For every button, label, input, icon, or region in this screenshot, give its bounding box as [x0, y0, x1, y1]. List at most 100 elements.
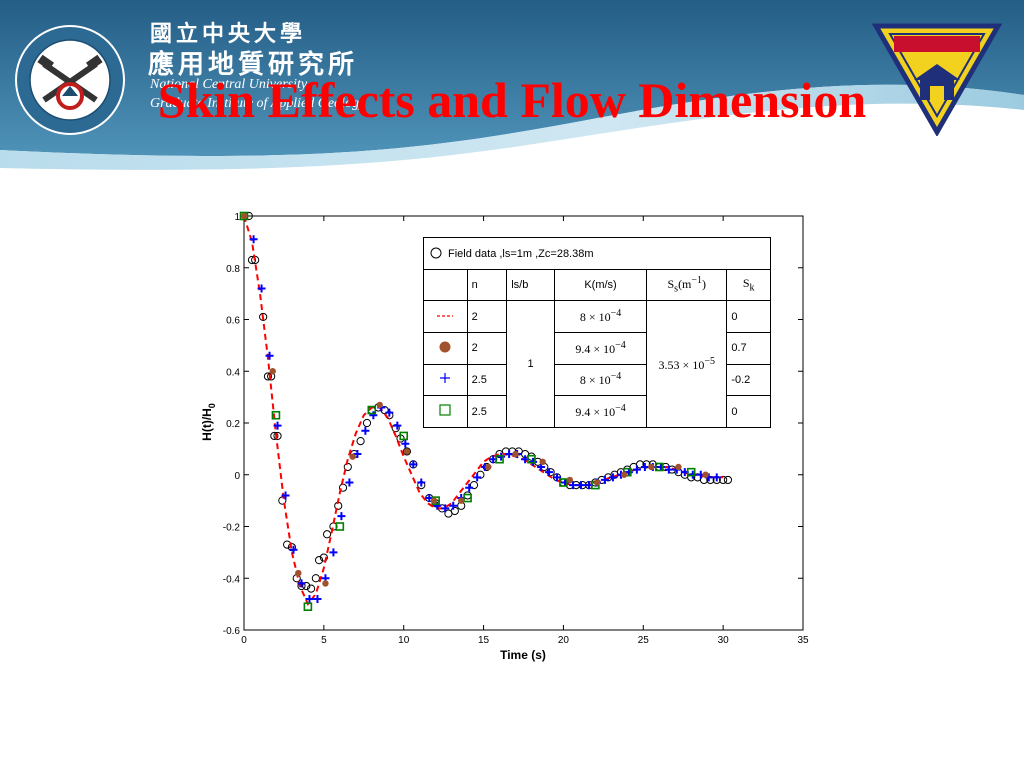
legend-table: Field data ,ls=1m ,Zc=28.38m n ls/b K(m/… [423, 237, 771, 428]
legend-sk: 0 [726, 300, 771, 333]
ncu-shield-logo [872, 23, 1002, 136]
data-point [349, 453, 356, 460]
ss-symbol: S [667, 277, 675, 292]
data-point [402, 447, 412, 456]
data-point [545, 468, 554, 477]
data-point [417, 478, 426, 487]
data-point [367, 405, 377, 415]
y-tick-label: 0.6 [226, 316, 240, 327]
y-tick-label: 0 [234, 471, 240, 482]
data-point [527, 454, 536, 464]
legend-symbol-filled-circle [423, 331, 468, 365]
y-tick-label: -0.2 [223, 523, 241, 534]
x-tick-label: 35 [797, 635, 809, 646]
y-tick-label: 0.2 [226, 419, 240, 430]
legend-k: 8 × 10−4 [553, 300, 648, 333]
data-point [450, 506, 459, 516]
legend-row: 2 1 8 × 10−4 3.53 × 10−5 0 [423, 300, 771, 428]
data-point [345, 478, 354, 487]
data-point [449, 501, 458, 510]
k-mantissa: 9.4 × 10 [575, 405, 616, 420]
data-point [505, 450, 514, 459]
series-n2-sk07 [240, 212, 709, 587]
data-point [314, 556, 324, 565]
ss-unit: (m [678, 277, 692, 292]
x-tick-label: 10 [398, 635, 410, 646]
y-tick-label: 1 [234, 212, 240, 223]
data-point [401, 439, 410, 448]
data-point [273, 431, 282, 441]
data-point [620, 471, 628, 478]
data-point [281, 491, 290, 500]
data-point [362, 418, 372, 428]
legend-n: 2 [466, 300, 508, 333]
y-axis-label-subscript: 0 [207, 403, 217, 408]
data-point [566, 476, 574, 484]
data-point [399, 431, 409, 441]
legend-sk: 0 [726, 395, 771, 428]
legend-symbol-square [423, 395, 468, 428]
data-point [635, 460, 645, 469]
data-point [335, 522, 345, 531]
university-seal-logo [15, 25, 125, 135]
data-point [249, 235, 258, 244]
y-tick-label: -0.6 [223, 626, 241, 637]
data-point [369, 411, 378, 420]
data-point [686, 467, 696, 477]
k-exponent: −4 [610, 308, 622, 320]
data-point [278, 496, 287, 505]
y-tick-label: -0.4 [223, 574, 241, 585]
legend-row: 2.5 9.4 × 10−4 0 [423, 395, 771, 428]
legend-sk: 0.7 [726, 331, 771, 365]
data-point [675, 463, 682, 471]
data-point [385, 408, 394, 417]
data-point [600, 475, 609, 484]
ss-exponent: −5 [704, 355, 715, 367]
data-point [702, 471, 709, 478]
data-point [303, 602, 313, 612]
y-axis-label: H(t)/H0 [200, 403, 217, 441]
legend-title: Field data ,ls=1m ,Zc=28.38m [448, 247, 594, 260]
data-point [463, 493, 472, 503]
x-tick-label: 0 [241, 635, 247, 646]
data-point [654, 462, 664, 472]
field-data-circle-icon [430, 247, 442, 259]
legend-n: 2.5 [466, 395, 508, 428]
data-point [270, 431, 279, 441]
data-point [239, 211, 249, 221]
data-point [319, 553, 328, 562]
legend-header-ss: Ss(m−1) [646, 268, 728, 302]
legend-n: 2.5 [466, 363, 508, 397]
x-tick-label: 20 [558, 635, 570, 646]
data-point [302, 581, 311, 591]
legend-k: 9.4 × 10−4 [553, 331, 648, 365]
data-point [485, 463, 492, 471]
legend-symbol-dashed [423, 300, 468, 333]
legend-ss-value: 3.53 × 10−5 [646, 300, 728, 428]
data-point [608, 473, 617, 482]
x-axis-label: Time (s) [500, 648, 546, 662]
data-point [409, 460, 418, 469]
institution-chinese-name: 國立中央大學 [150, 21, 307, 47]
data-point [297, 579, 306, 588]
data-point [495, 454, 504, 464]
x-tick-label: 25 [638, 635, 650, 646]
k-exponent: −4 [615, 339, 626, 351]
data-point [706, 475, 715, 485]
data-point [648, 463, 655, 471]
data-point [329, 548, 338, 557]
data-point [313, 594, 322, 603]
green-square-icon [439, 404, 451, 416]
data-point [259, 312, 268, 322]
legend-k: 9.4 × 10−4 [553, 395, 648, 428]
k-mantissa: 8 × 10 [579, 310, 611, 325]
y-axis-label-main: H(t)/H [200, 408, 214, 441]
data-point [393, 421, 402, 430]
data-point [240, 212, 248, 220]
data-point [433, 501, 442, 510]
sk-subscript: k [749, 282, 755, 294]
data-point [322, 580, 329, 587]
data-point [295, 569, 302, 577]
legend-sk: -0.2 [726, 363, 771, 397]
legend-n: 2 [466, 331, 508, 365]
